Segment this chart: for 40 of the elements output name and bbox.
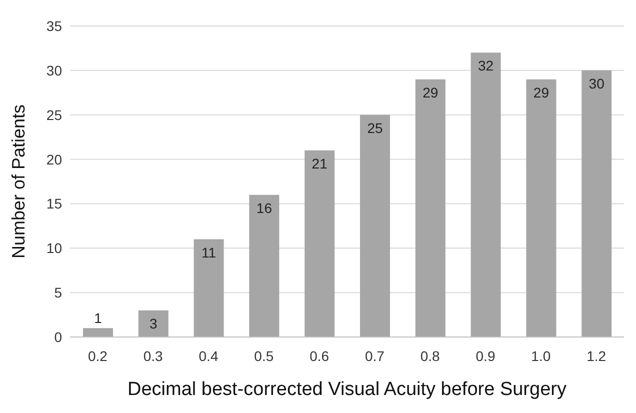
data-label: 3 [150, 315, 158, 332]
y-tick-label: 5 [54, 284, 62, 301]
bar [138, 310, 168, 337]
y-tick-label: 30 [46, 62, 62, 78]
x-tick-label: 1.2 [586, 348, 606, 364]
data-label: 30 [588, 75, 605, 92]
y-axis-title: Number of Patients [8, 104, 28, 259]
bar [582, 70, 612, 337]
y-tick-label: 20 [46, 151, 62, 168]
data-label: 29 [533, 84, 550, 100]
data-label: 1 [94, 310, 102, 326]
data-label: 11 [202, 244, 216, 260]
x-tick-label: 0.6 [310, 348, 330, 364]
y-tick-label: 0 [54, 328, 62, 345]
x-tick-label: 0.9 [476, 348, 496, 364]
bar [83, 328, 113, 337]
bar [249, 194, 280, 337]
y-tick-label: 25 [46, 106, 62, 123]
bar [470, 52, 501, 337]
x-tick-label: 0.4 [198, 348, 218, 364]
x-tick-label: 0.2 [88, 348, 108, 364]
y-tick-label: 15 [46, 196, 62, 212]
x-tick-label: 1.0 [531, 348, 551, 364]
x-tick-label: 0.7 [364, 348, 385, 364]
data-label: 21 [312, 155, 328, 172]
data-label: 29 [422, 84, 438, 100]
y-tick-label: 10 [46, 240, 62, 256]
x-tick-label: 0.3 [143, 348, 164, 364]
y-tick-label: 35 [46, 18, 62, 34]
data-label: 25 [367, 120, 383, 136]
data-label: 32 [478, 58, 494, 74]
bar [526, 79, 556, 337]
bar [415, 79, 446, 337]
x-tick-label: 0.8 [420, 348, 440, 364]
x-axis-title: Decimal best-corrected Visual Acuity before Surgery [128, 379, 567, 400]
x-tick-label: 0.5 [254, 348, 274, 364]
data-label: 16 [256, 200, 272, 216]
bar [360, 114, 390, 337]
bar [304, 150, 335, 337]
bar [194, 239, 224, 337]
